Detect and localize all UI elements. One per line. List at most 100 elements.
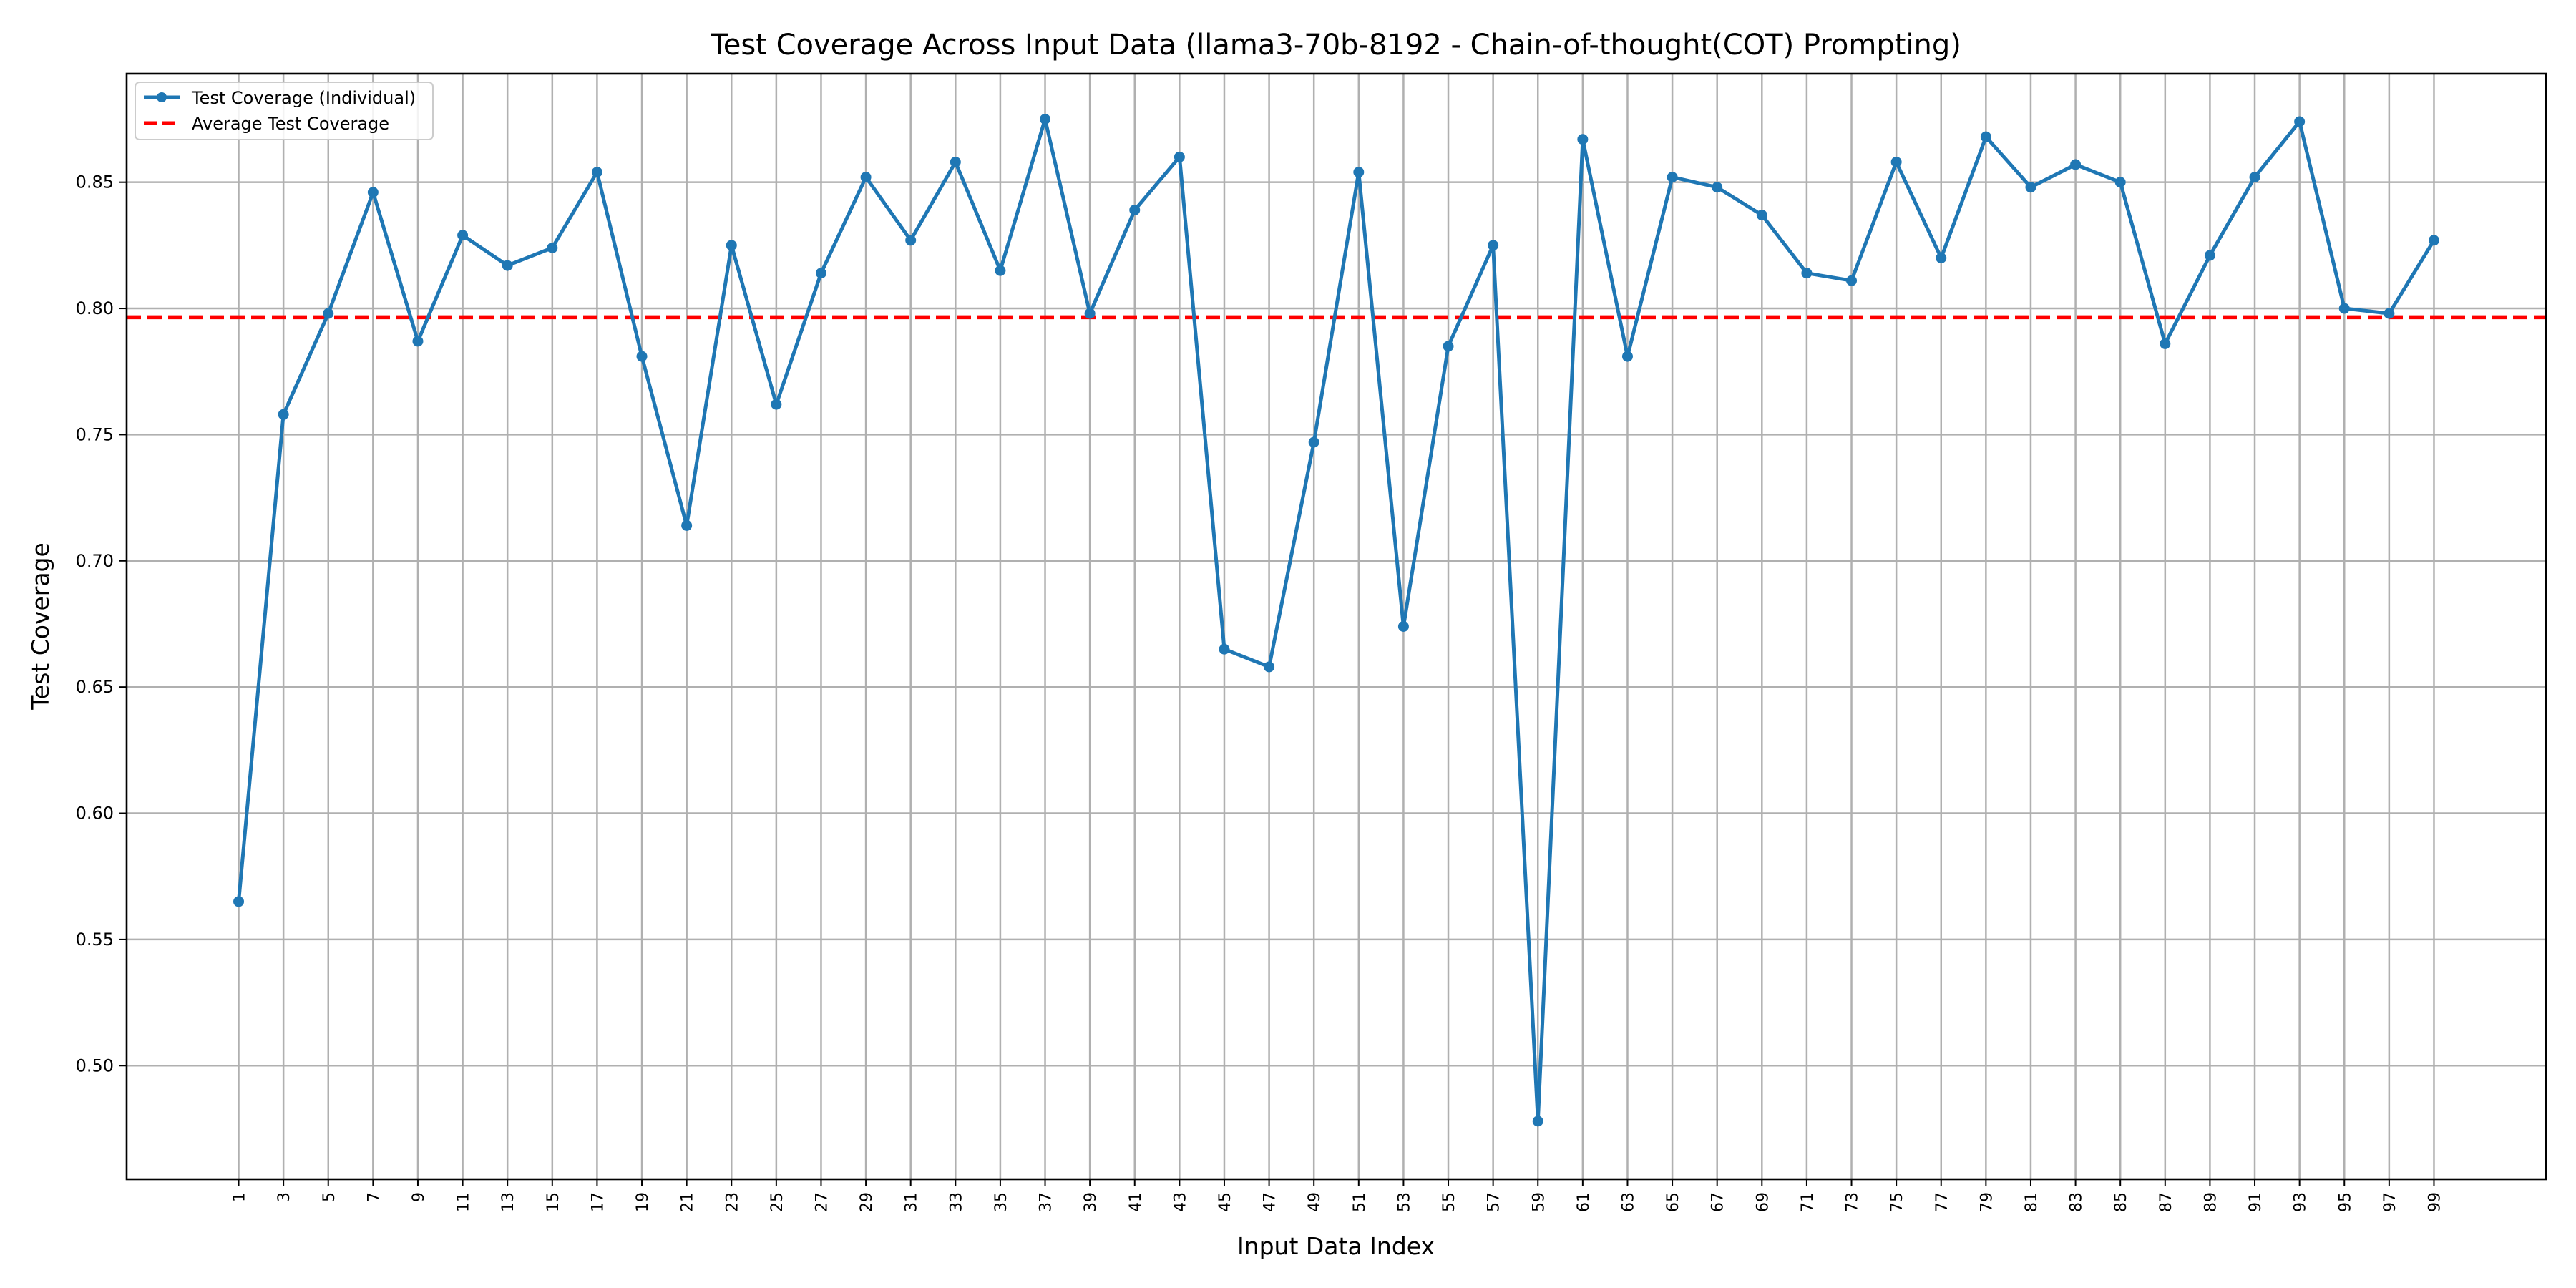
data-point: [591, 167, 602, 178]
y-axis: 0.50 0.55 0.60 0.65 0.70 0.75 0.80 0.85: [76, 172, 127, 1075]
data-point: [1488, 240, 1499, 251]
y-tick-label: 0.50: [76, 1055, 114, 1075]
x-tick-label: 55: [1440, 1192, 1458, 1212]
x-tick-label: 19: [634, 1192, 652, 1212]
data-point: [233, 896, 245, 907]
x-tick-label: 79: [1978, 1192, 1996, 1212]
data-point: [1801, 268, 1813, 279]
x-tick-label: 87: [2157, 1192, 2175, 1212]
x-tick-label: 73: [1844, 1192, 1862, 1212]
data-point: [905, 235, 917, 246]
x-tick-label: 49: [1306, 1192, 1324, 1212]
data-point: [2428, 235, 2439, 246]
x-tick-label: 65: [1664, 1192, 1682, 1212]
legend-marker-individual: [157, 92, 167, 102]
x-tick-label: 97: [2381, 1192, 2399, 1212]
x-tick-label: 33: [947, 1192, 965, 1212]
y-tick-label: 0.65: [76, 677, 114, 697]
data-point: [2160, 338, 2171, 349]
data-point: [636, 351, 648, 362]
legend-label-average: Average Test Coverage: [192, 114, 389, 134]
y-tick-label: 0.55: [76, 930, 114, 950]
data-point: [1084, 308, 1096, 319]
legend: Test Coverage (Individual) Average Test …: [135, 82, 434, 140]
x-tick-label: 9: [410, 1192, 428, 1202]
x-tick-label: 11: [455, 1192, 473, 1212]
x-tick-label: 61: [1575, 1192, 1593, 1212]
x-tick-label: 93: [2292, 1192, 2310, 1212]
x-tick-label: 99: [2426, 1192, 2444, 1212]
data-point: [1219, 643, 1230, 655]
data-point: [1397, 621, 1409, 632]
data-point: [1174, 151, 1185, 162]
x-tick-label: 53: [1395, 1192, 1413, 1212]
x-tick-label: 21: [679, 1192, 697, 1212]
data-point: [2204, 250, 2215, 261]
x-tick-label: 81: [2023, 1192, 2041, 1212]
data-point: [815, 268, 826, 279]
x-tick-label: 67: [1709, 1192, 1727, 1212]
data-point: [771, 399, 782, 410]
y-axis-label: Test Coverage: [26, 542, 54, 711]
x-tick-label: 3: [275, 1192, 293, 1202]
x-tick-label: 17: [589, 1192, 607, 1212]
y-tick-label: 0.80: [76, 298, 114, 318]
data-point: [1890, 156, 1902, 167]
y-tick-label: 0.85: [76, 172, 114, 192]
data-point: [2338, 303, 2350, 314]
data-point: [1040, 113, 1051, 125]
x-tick-label: 71: [1799, 1192, 1817, 1212]
data-point: [2384, 308, 2395, 319]
x-tick-label: 41: [1127, 1192, 1145, 1212]
chart-title: Test Coverage Across Input Data (llama3-…: [710, 29, 1961, 62]
data-point: [1532, 1116, 1543, 1127]
data-point: [412, 336, 424, 347]
data-point: [1443, 341, 1454, 352]
y-tick-label: 0.75: [76, 424, 114, 444]
data-point: [278, 409, 289, 420]
data-point: [726, 240, 737, 251]
x-tick-label: 31: [903, 1192, 921, 1212]
data-point: [1353, 167, 1365, 178]
x-tick-label: 37: [1038, 1192, 1055, 1212]
x-tick-label: 39: [1082, 1192, 1100, 1212]
x-tick-label: 57: [1485, 1192, 1503, 1212]
series-layer: [233, 113, 2439, 1127]
data-point: [1936, 253, 1947, 263]
x-tick-label: 7: [365, 1192, 383, 1202]
data-point: [860, 172, 872, 183]
data-point: [681, 519, 693, 531]
x-tick-label: 1: [231, 1192, 249, 1202]
data-point: [2294, 116, 2306, 127]
data-point: [502, 260, 513, 271]
x-tick-label: 85: [2112, 1192, 2130, 1212]
plot-frame: [125, 72, 2547, 1181]
x-tick-label: 83: [2068, 1192, 2086, 1212]
data-point: [323, 308, 334, 319]
x-tick-label: 47: [1262, 1192, 1279, 1212]
x-tick-label: 13: [499, 1192, 517, 1212]
legend-box: [135, 82, 434, 140]
x-tick-label: 23: [723, 1192, 741, 1212]
x-tick-label: 5: [321, 1192, 338, 1202]
x-tick-label: 15: [545, 1192, 562, 1212]
y-tick-label: 0.60: [76, 804, 114, 824]
x-tick-label: 51: [1351, 1192, 1369, 1212]
data-point: [547, 242, 558, 253]
data-point: [1980, 131, 1991, 142]
data-point: [367, 187, 379, 198]
x-axis-label: Input Data Index: [1237, 1232, 1435, 1260]
data-point: [2249, 172, 2260, 183]
x-axis: 1 3 5 7 9 11 13 15 17 19 21 23 25 27 29 31 33 35 37 39 41 43 4…: [231, 1179, 2444, 1212]
x-tick-label: 29: [858, 1192, 876, 1212]
data-point: [1846, 275, 1858, 286]
x-tick-label: 25: [769, 1192, 786, 1212]
data-point: [995, 265, 1006, 276]
data-point: [1667, 172, 1678, 183]
x-tick-label: 91: [2247, 1192, 2265, 1212]
x-tick-label: 69: [1754, 1192, 1772, 1212]
data-point: [1308, 436, 1319, 448]
data-point: [1129, 204, 1141, 215]
